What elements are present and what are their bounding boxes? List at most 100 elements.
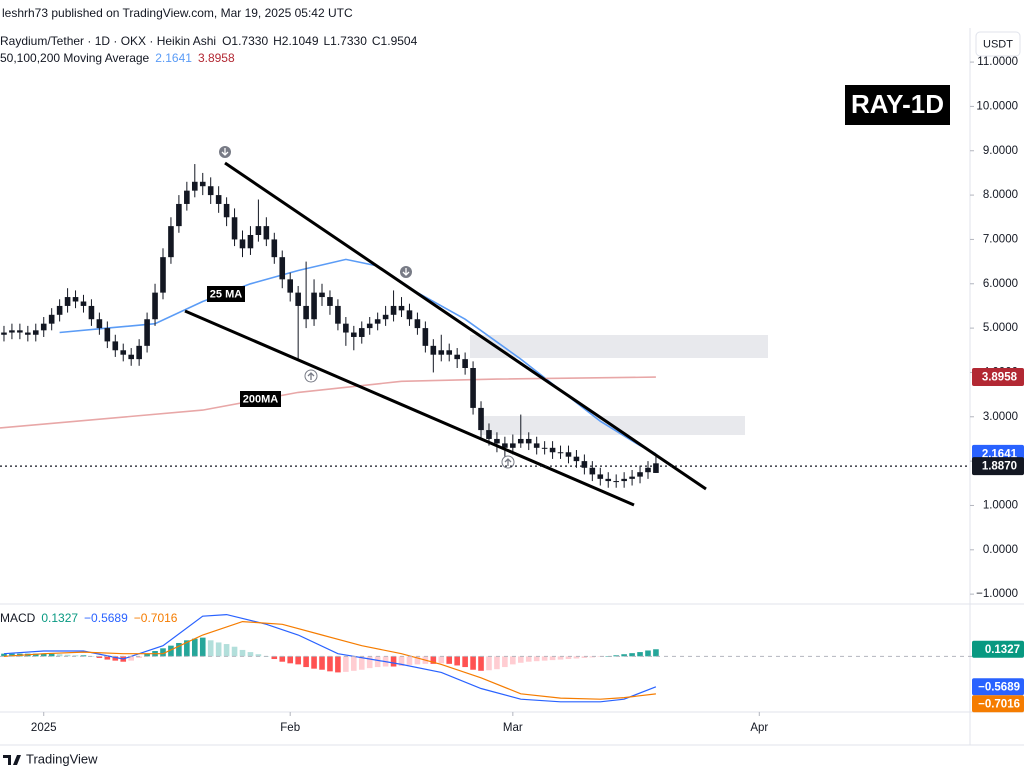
legend-macd: MACD 0.1327 −0.5689 −0.7016: [0, 611, 178, 625]
macd-histogram-bar: [390, 656, 397, 667]
candle-body: [358, 328, 365, 337]
candle-body: [207, 186, 214, 196]
macd-histogram-bar: [478, 656, 484, 671]
resistance-zone: [470, 335, 768, 358]
candle-body: [390, 305, 397, 315]
candle-body: [319, 292, 325, 298]
macd-histogram-bar: [48, 653, 55, 657]
candle-body: [510, 443, 516, 448]
macd-histogram-bar: [637, 652, 643, 657]
macd-histogram-bar: [494, 656, 500, 670]
candle-body: [605, 478, 612, 482]
arrow-marker: [219, 146, 515, 469]
candle-body: [303, 305, 309, 320]
candle-body: [589, 467, 596, 475]
candle-body: [287, 279, 294, 293]
macd-histogram-bar: [279, 656, 286, 662]
x-tick-label: 2025: [31, 722, 57, 734]
candle-body: [343, 323, 349, 333]
candle-body: [96, 319, 103, 329]
ma-value: 3.8958: [198, 51, 235, 65]
candle-body: [335, 305, 341, 324]
candle-body: [366, 323, 373, 329]
annotation-box: [207, 286, 245, 302]
x-tick-label: Feb: [280, 722, 300, 734]
annotation: 25 MA: [210, 288, 242, 300]
candle-body: [645, 467, 651, 473]
macd-histogram-bar: [80, 655, 87, 657]
candle-body: [128, 354, 134, 360]
macd-value: −0.7016: [134, 611, 178, 625]
ohlc: L1.7330: [324, 34, 368, 48]
macd-histogram-bar: [239, 649, 246, 657]
candle-body: [525, 438, 532, 444]
macd-histogram-bar: [335, 656, 341, 673]
candle-body: [255, 226, 262, 235]
macd-histogram-bar: [549, 656, 556, 661]
candle-body: [223, 203, 230, 218]
macd-histogram-bar: [319, 656, 325, 670]
macd-histogram-bar: [56, 654, 63, 657]
macd-label-box: [972, 695, 1024, 713]
macd-histogram-bar: [136, 656, 142, 658]
candle-body: [144, 319, 150, 346]
y-tick-label: 7.0000: [983, 233, 1018, 245]
macd-histogram-bar: [9, 653, 15, 657]
candle-body: [422, 328, 429, 346]
macd-histogram-bar: [255, 654, 262, 657]
macd-histogram-bar: [557, 656, 564, 660]
y-tick-label: 5.0000: [983, 322, 1018, 334]
candle-body: [72, 297, 79, 302]
candle-body: [1, 332, 7, 335]
candle-body: [502, 443, 508, 448]
macd-label: −0.7016: [978, 698, 1020, 710]
price-label: 3.8958: [982, 372, 1018, 384]
ohlc: H2.1049: [273, 34, 319, 48]
macd-histogram-bar: [112, 656, 119, 661]
macd-histogram-bar: [581, 656, 588, 658]
macd-histogram-bar: [168, 645, 174, 657]
candle-body: [263, 226, 270, 240]
macd-histogram-bar: [96, 656, 103, 658]
logo-text: TradingView: [26, 751, 98, 766]
macd-histogram-bar: [231, 646, 238, 657]
candle-body: [160, 257, 166, 293]
candle-body: [136, 345, 142, 360]
publisher: leshrh73 published on TradingView.com, M…: [2, 6, 353, 20]
candle-body: [199, 181, 206, 187]
macd-histogram-bar: [470, 656, 476, 670]
macd-histogram-bar: [629, 653, 635, 657]
ma-value: 2.1641: [155, 51, 192, 65]
logo: TradingView: [3, 751, 98, 766]
macd-histogram-bar: [573, 656, 580, 659]
macd-histogram-bar: [311, 656, 317, 669]
macd-histogram-bar: [223, 644, 230, 657]
candle-body: [517, 438, 524, 444]
macd-histogram-bar: [128, 656, 134, 661]
y-tick-label: 3.0000: [983, 411, 1018, 423]
candle-body: [64, 297, 71, 306]
macd-histogram-bar: [351, 656, 357, 671]
macd-line: [3, 620, 656, 700]
candle-body: [382, 314, 389, 320]
macd-histogram-bar: [343, 656, 349, 672]
candle-body: [48, 314, 55, 324]
macd-histogram-bar: [438, 656, 445, 664]
macd-histogram-bar: [144, 653, 150, 657]
currency[interactable]: USDT: [983, 38, 1013, 50]
macd-histogram-bar: [653, 649, 659, 657]
price-plot: [0, 164, 659, 488]
macd-histogram-bar: [621, 654, 627, 657]
candle-body: [470, 368, 476, 408]
candle-body: [613, 481, 619, 483]
macd-plot: [1, 613, 659, 703]
candle-body: [176, 203, 182, 227]
macd-histogram-bar: [215, 642, 222, 657]
y-tick-label: 0.0000: [983, 544, 1018, 556]
currency-button[interactable]: [975, 31, 1021, 57]
macd-histogram-bar: [327, 656, 333, 672]
candle-body: [351, 332, 357, 337]
macd-histogram-bar: [32, 653, 39, 657]
candle-body: [112, 341, 119, 351]
